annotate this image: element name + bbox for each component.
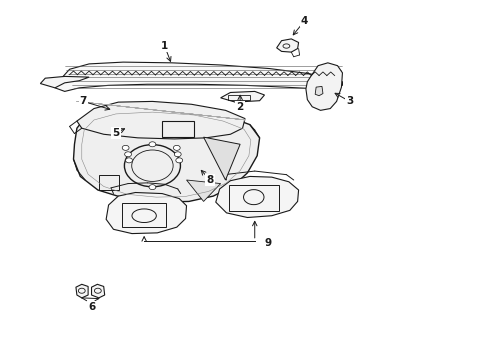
Text: 7: 7	[79, 96, 87, 107]
Polygon shape	[203, 137, 240, 180]
Text: 3: 3	[346, 96, 353, 107]
Circle shape	[125, 158, 132, 163]
Text: 6: 6	[88, 302, 95, 312]
Polygon shape	[76, 284, 88, 298]
Bar	[128, 122, 141, 129]
Circle shape	[149, 185, 156, 190]
Circle shape	[149, 142, 156, 147]
Text: 9: 9	[265, 238, 272, 248]
Polygon shape	[216, 176, 298, 217]
Text: 5: 5	[112, 128, 120, 138]
Polygon shape	[106, 193, 187, 234]
Polygon shape	[220, 91, 265, 102]
Bar	[162, 121, 194, 137]
Polygon shape	[55, 62, 343, 91]
Bar	[99, 175, 119, 190]
Circle shape	[173, 145, 180, 150]
Polygon shape	[74, 107, 260, 202]
Polygon shape	[92, 284, 105, 298]
Polygon shape	[77, 102, 245, 139]
Bar	[122, 203, 166, 227]
Text: 2: 2	[237, 102, 244, 112]
Polygon shape	[306, 63, 343, 111]
Text: 1: 1	[161, 41, 168, 51]
Polygon shape	[277, 39, 298, 52]
Text: 8: 8	[206, 175, 214, 185]
Circle shape	[124, 152, 131, 157]
Polygon shape	[125, 119, 144, 131]
Polygon shape	[40, 76, 89, 88]
Circle shape	[176, 158, 183, 163]
Text: 4: 4	[301, 16, 308, 26]
Circle shape	[122, 145, 129, 150]
Polygon shape	[187, 180, 220, 202]
Circle shape	[174, 152, 181, 157]
Polygon shape	[315, 86, 323, 96]
Bar	[228, 95, 250, 100]
Bar	[229, 185, 279, 211]
